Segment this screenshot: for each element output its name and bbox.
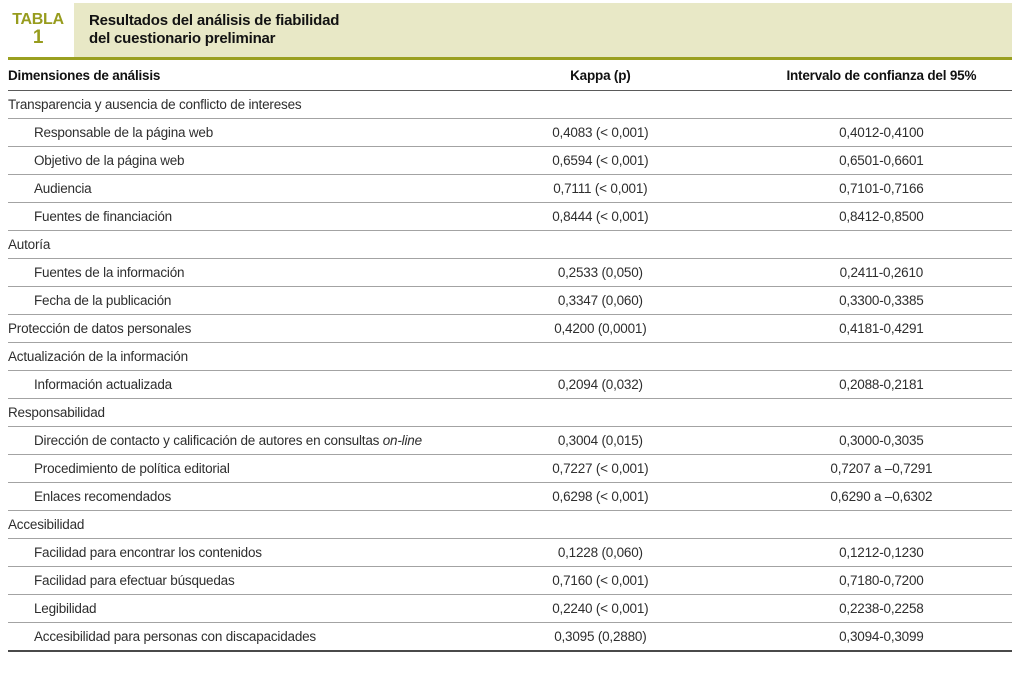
row-label: Responsable de la página web (34, 125, 214, 140)
row-ci: 0,2238-0,2258 (839, 601, 924, 616)
row-ci: 0,2088-0,2181 (839, 377, 924, 392)
table-title-line-1: Resultados del análisis de fiabilidad (89, 12, 340, 29)
table-row-category: Transparencia y ausencia de conflicto de… (8, 91, 1012, 119)
row-ci: 0,3000-0,3035 (839, 433, 924, 448)
title-band: Resultados del análisis de fiabilidad de… (74, 3, 1012, 57)
row-ci: 0,3300-0,3385 (839, 293, 924, 308)
row-ci: 0,7207 a –0,7291 (830, 461, 933, 476)
row-kappa: 0,7227 (< 0,001) (552, 461, 649, 476)
row-kappa: 0,2240 (< 0,001) (552, 601, 649, 616)
row-kappa: 0,4200 (0,0001) (554, 321, 647, 336)
row-label: Fuentes de la información (34, 265, 185, 280)
table-row: Fecha de la publicación 0,3347 (0,060) 0… (8, 287, 1012, 315)
row-kappa: 0,3004 (0,015) (557, 433, 643, 448)
row-label: Accesibilidad para personas con discapac… (34, 629, 316, 644)
row-label: Facilidad para efectuar búsquedas (34, 573, 235, 588)
table-row: Audiencia 0,7111 (< 0,001) 0,7101-0,7166 (8, 175, 1012, 203)
row-kappa: 0,2533 (0,050) (557, 265, 643, 280)
row-ci: 0,1212-0,1230 (839, 545, 924, 560)
row-kappa: 0,6594 (< 0,001) (552, 153, 649, 168)
table-row: Enlaces recomendados 0,6298 (< 0,001) 0,… (8, 483, 1012, 511)
table-title-line-2: del cuestionario preliminar (89, 30, 276, 47)
column-header-dimensions: Dimensiones de análisis (8, 67, 161, 83)
row-label: Enlaces recomendados (34, 489, 172, 504)
table-row: Dirección de contacto y calificación de … (8, 427, 1012, 455)
table-row: Responsable de la página web 0,4083 (< 0… (8, 119, 1012, 147)
row-label: Accesibilidad (8, 517, 85, 532)
table-row: Información actualizada 0,2094 (0,032) 0… (8, 371, 1012, 399)
row-label: Información actualizada (34, 377, 172, 392)
table-row-category: Accesibilidad (8, 511, 1012, 539)
table-label-word: TABLA (12, 10, 64, 28)
table-row: Facilidad para efectuar búsquedas 0,7160… (8, 567, 1012, 595)
table-row-category: Responsabilidad (8, 399, 1012, 427)
table-label-number: 1 (32, 27, 44, 49)
row-ci: 0,7180-0,7200 (839, 573, 924, 588)
row-label: Protección de datos personales (8, 321, 192, 336)
table-number-label: TABLA 1 (8, 3, 68, 57)
row-label: Audiencia (34, 181, 92, 196)
table-body: Transparencia y ausencia de conflicto de… (8, 91, 1012, 652)
table-row: Legibilidad 0,2240 (< 0,001) 0,2238-0,22… (8, 595, 1012, 623)
row-ci: 0,2411-0,2610 (839, 265, 924, 280)
row-ci: 0,7101-0,7166 (839, 181, 924, 196)
row-label: Objetivo de la página web (34, 153, 185, 168)
row-label: Dirección de contacto y calificación de … (8, 433, 500, 448)
row-ci: 0,6501-0,6601 (839, 153, 924, 168)
row-label: Autoría (8, 237, 51, 252)
row-label: Fecha de la publicación (34, 293, 172, 308)
row-ci: 0,6290 a –0,6302 (830, 489, 933, 504)
row-label-text: Dirección de contacto y calificación de … (34, 433, 383, 448)
row-kappa: 0,1228 (0,060) (557, 545, 643, 560)
row-label: Facilidad para encontrar los contenidos (34, 545, 262, 560)
table-row-category: Actualización de la información (8, 343, 1012, 371)
row-label-italic: on-line (382, 433, 422, 448)
row-kappa: 0,2094 (0,032) (557, 377, 643, 392)
row-kappa: 0,3095 (0,2880) (554, 629, 647, 644)
row-kappa: 0,7160 (< 0,001) (552, 573, 649, 588)
table-row: Facilidad para encontrar los contenidos … (8, 539, 1012, 567)
label-band-gap (68, 3, 74, 57)
row-label: Responsabilidad (8, 405, 105, 420)
row-label: Actualización de la información (8, 349, 188, 364)
table-row: Accesibilidad para personas con discapac… (8, 623, 1012, 650)
row-kappa: 0,4083 (< 0,001) (552, 125, 649, 140)
table-row: Procedimiento de política editorial 0,72… (8, 455, 1012, 483)
row-kappa: 0,8444 (< 0,001) (552, 209, 649, 224)
table-row: Objetivo de la página web 0,6594 (< 0,00… (8, 147, 1012, 175)
table-row-category: Protección de datos personales 0,4200 (0… (8, 315, 1012, 343)
row-label: Procedimiento de política editorial (34, 461, 230, 476)
column-header-row: Dimensiones de análisis Kappa (p) Interv… (8, 60, 1012, 91)
row-label: Fuentes de financiación (34, 209, 172, 224)
row-label: Transparencia y ausencia de conflicto de… (8, 97, 302, 112)
table-row-category: Autoría (8, 231, 1012, 259)
row-ci: 0,8412-0,8500 (839, 209, 924, 224)
row-ci: 0,3094-0,3099 (839, 629, 924, 644)
row-label: Legibilidad (34, 601, 97, 616)
column-header-ci: Intervalo de confianza del 95% (786, 67, 977, 83)
row-ci: 0,4012-0,4100 (839, 125, 924, 140)
row-kappa: 0,3347 (0,060) (557, 293, 643, 308)
row-kappa: 0,6298 (< 0,001) (552, 489, 649, 504)
row-kappa: 0,7111 (< 0,001) (553, 181, 648, 196)
table-title-band: TABLA 1 Resultados del análisis de fiabi… (8, 3, 1012, 60)
table-row: Fuentes de la información 0,2533 (0,050)… (8, 259, 1012, 287)
table-row: Fuentes de financiación 0,8444 (< 0,001)… (8, 203, 1012, 231)
column-header-kappa: Kappa (p) (570, 67, 631, 83)
row-ci: 0,4181-0,4291 (839, 321, 924, 336)
